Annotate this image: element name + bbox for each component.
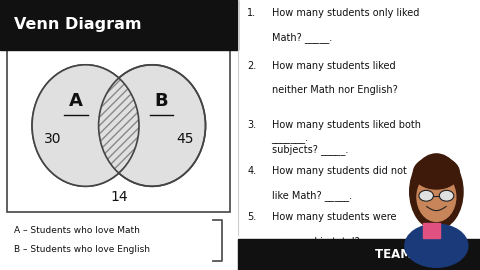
Ellipse shape (410, 154, 463, 230)
Circle shape (32, 65, 139, 186)
Text: surveyed in total? _____.: surveyed in total? _____. (272, 236, 390, 247)
Text: 1.: 1. (247, 8, 256, 18)
Ellipse shape (419, 190, 433, 201)
Bar (0, 0, 238, 50)
Ellipse shape (413, 157, 459, 189)
Bar (423, 223, 440, 238)
Text: 5.: 5. (247, 212, 256, 222)
Ellipse shape (439, 190, 454, 201)
Text: A: A (69, 92, 83, 110)
Text: neither Math nor English?: neither Math nor English? (272, 85, 397, 95)
Text: B: B (155, 92, 168, 110)
Text: 4.: 4. (247, 166, 256, 176)
Text: 14: 14 (110, 190, 128, 204)
Text: How many students only liked: How many students only liked (272, 8, 419, 18)
Text: 3.: 3. (247, 120, 256, 130)
Text: TEAM LYQA: TEAM LYQA (375, 248, 449, 261)
Text: _______.: _______. (272, 134, 309, 144)
Bar (7, 50, 230, 212)
Text: How many students were: How many students were (272, 212, 396, 222)
Text: B – Students who love English: B – Students who love English (14, 245, 150, 254)
Text: How many students liked both: How many students liked both (272, 120, 420, 130)
Ellipse shape (417, 173, 456, 221)
Ellipse shape (405, 224, 468, 267)
Text: like Math? _____.: like Math? _____. (272, 190, 352, 201)
Text: Venn Diagram: Venn Diagram (14, 18, 142, 32)
Text: How many students liked: How many students liked (272, 61, 395, 71)
Circle shape (98, 65, 205, 186)
Text: subjects? _____.: subjects? _____. (272, 144, 348, 155)
Text: Math? _____.: Math? _____. (272, 32, 332, 43)
Text: 2.: 2. (247, 61, 256, 71)
Text: 30: 30 (44, 132, 61, 146)
Text: 45: 45 (177, 132, 194, 146)
Circle shape (32, 65, 139, 186)
Text: How many students did not: How many students did not (272, 166, 407, 176)
Bar (238, 239, 480, 270)
Text: A – Students who love Math: A – Students who love Math (14, 226, 140, 235)
